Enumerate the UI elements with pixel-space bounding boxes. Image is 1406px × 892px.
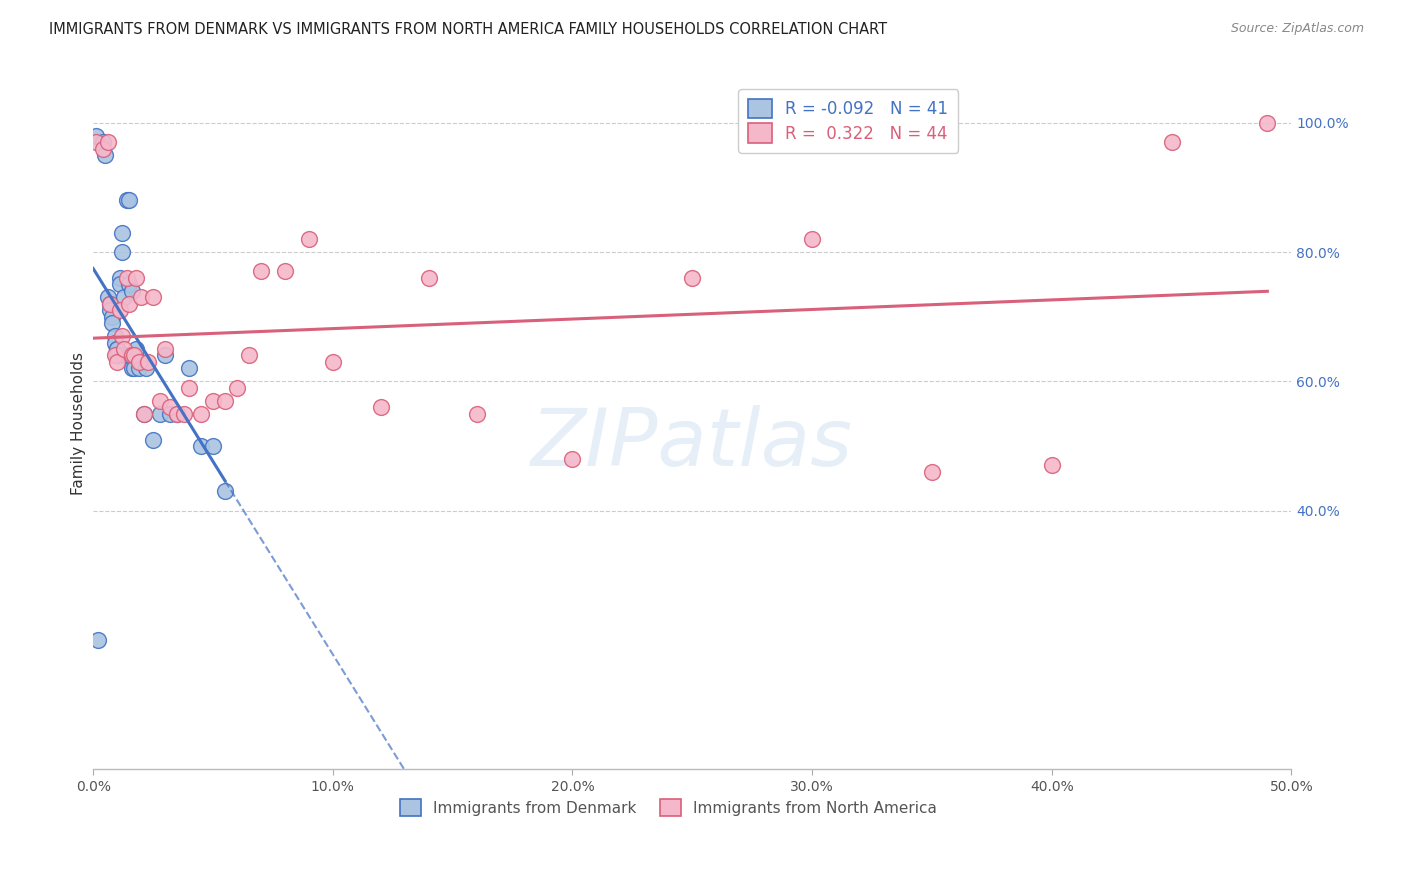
Point (561, 452, 583, 467)
Point (177, 361, 200, 376)
Point (129, 355, 152, 369)
Point (136, 355, 159, 369)
Point (97, 290, 120, 304)
Point (128, 355, 150, 369)
Point (104, 329, 127, 343)
Point (98, 297, 121, 311)
Point (1040, 458, 1063, 473)
Point (125, 271, 148, 285)
Point (104, 335, 127, 350)
Point (112, 290, 135, 304)
Point (105, 349, 128, 363)
Point (153, 342, 176, 356)
Point (121, 349, 143, 363)
Point (98, 297, 121, 311)
Point (801, 232, 824, 246)
Point (91, 135, 114, 149)
Point (201, 439, 224, 453)
Point (98, 303, 121, 318)
Point (94, 148, 117, 162)
Point (274, 264, 297, 278)
Point (322, 355, 344, 369)
Point (104, 349, 127, 363)
Point (142, 433, 165, 447)
Point (115, 271, 138, 285)
Point (159, 407, 181, 421)
Point (173, 407, 195, 421)
Point (214, 484, 236, 499)
Point (129, 290, 152, 304)
Point (238, 349, 260, 363)
Point (111, 226, 134, 240)
Point (250, 264, 273, 278)
Point (105, 342, 128, 356)
Point (1256, 116, 1278, 130)
Point (84, 135, 107, 149)
Point (128, 361, 150, 376)
Point (214, 393, 236, 408)
Point (105, 355, 128, 369)
Y-axis label: Family Households: Family Households (72, 351, 86, 495)
Point (87, 632, 110, 647)
Point (418, 271, 440, 285)
Point (190, 439, 212, 453)
Point (122, 349, 145, 363)
Point (132, 407, 155, 421)
Point (118, 194, 141, 208)
Point (149, 407, 172, 421)
Point (101, 316, 124, 330)
Point (105, 342, 128, 356)
Point (159, 401, 181, 415)
Point (190, 407, 212, 421)
Text: ZIPatlas: ZIPatlas (531, 405, 853, 483)
Point (108, 303, 131, 318)
Legend: Immigrants from Denmark, Immigrants from North America: Immigrants from Denmark, Immigrants from… (392, 791, 945, 824)
Text: Source: ZipAtlas.com: Source: ZipAtlas.com (1230, 22, 1364, 36)
Point (108, 277, 131, 292)
Point (149, 393, 172, 408)
Point (166, 407, 188, 421)
Point (111, 245, 134, 260)
Point (125, 342, 148, 356)
Point (108, 271, 131, 285)
Point (153, 349, 176, 363)
Point (118, 297, 141, 311)
Point (101, 310, 124, 324)
Point (112, 342, 135, 356)
Point (112, 349, 135, 363)
Point (135, 361, 157, 376)
Point (1160, 135, 1182, 149)
Point (370, 401, 392, 415)
Point (115, 194, 138, 208)
Point (465, 407, 488, 421)
Point (84, 128, 107, 143)
Point (121, 284, 143, 298)
Point (166, 407, 188, 421)
Point (298, 232, 321, 246)
Point (132, 407, 155, 421)
Point (111, 329, 134, 343)
Point (118, 277, 141, 292)
Point (201, 393, 224, 408)
Point (91, 142, 114, 156)
Text: IMMIGRANTS FROM DENMARK VS IMMIGRANTS FROM NORTH AMERICA FAMILY HOUSEHOLDS CORRE: IMMIGRANTS FROM DENMARK VS IMMIGRANTS FR… (49, 22, 887, 37)
Point (97, 135, 120, 149)
Point (121, 361, 143, 376)
Point (681, 271, 703, 285)
Point (177, 381, 200, 395)
Point (118, 349, 141, 363)
Point (122, 361, 145, 376)
Point (142, 290, 165, 304)
Point (226, 381, 249, 395)
Point (921, 465, 943, 479)
